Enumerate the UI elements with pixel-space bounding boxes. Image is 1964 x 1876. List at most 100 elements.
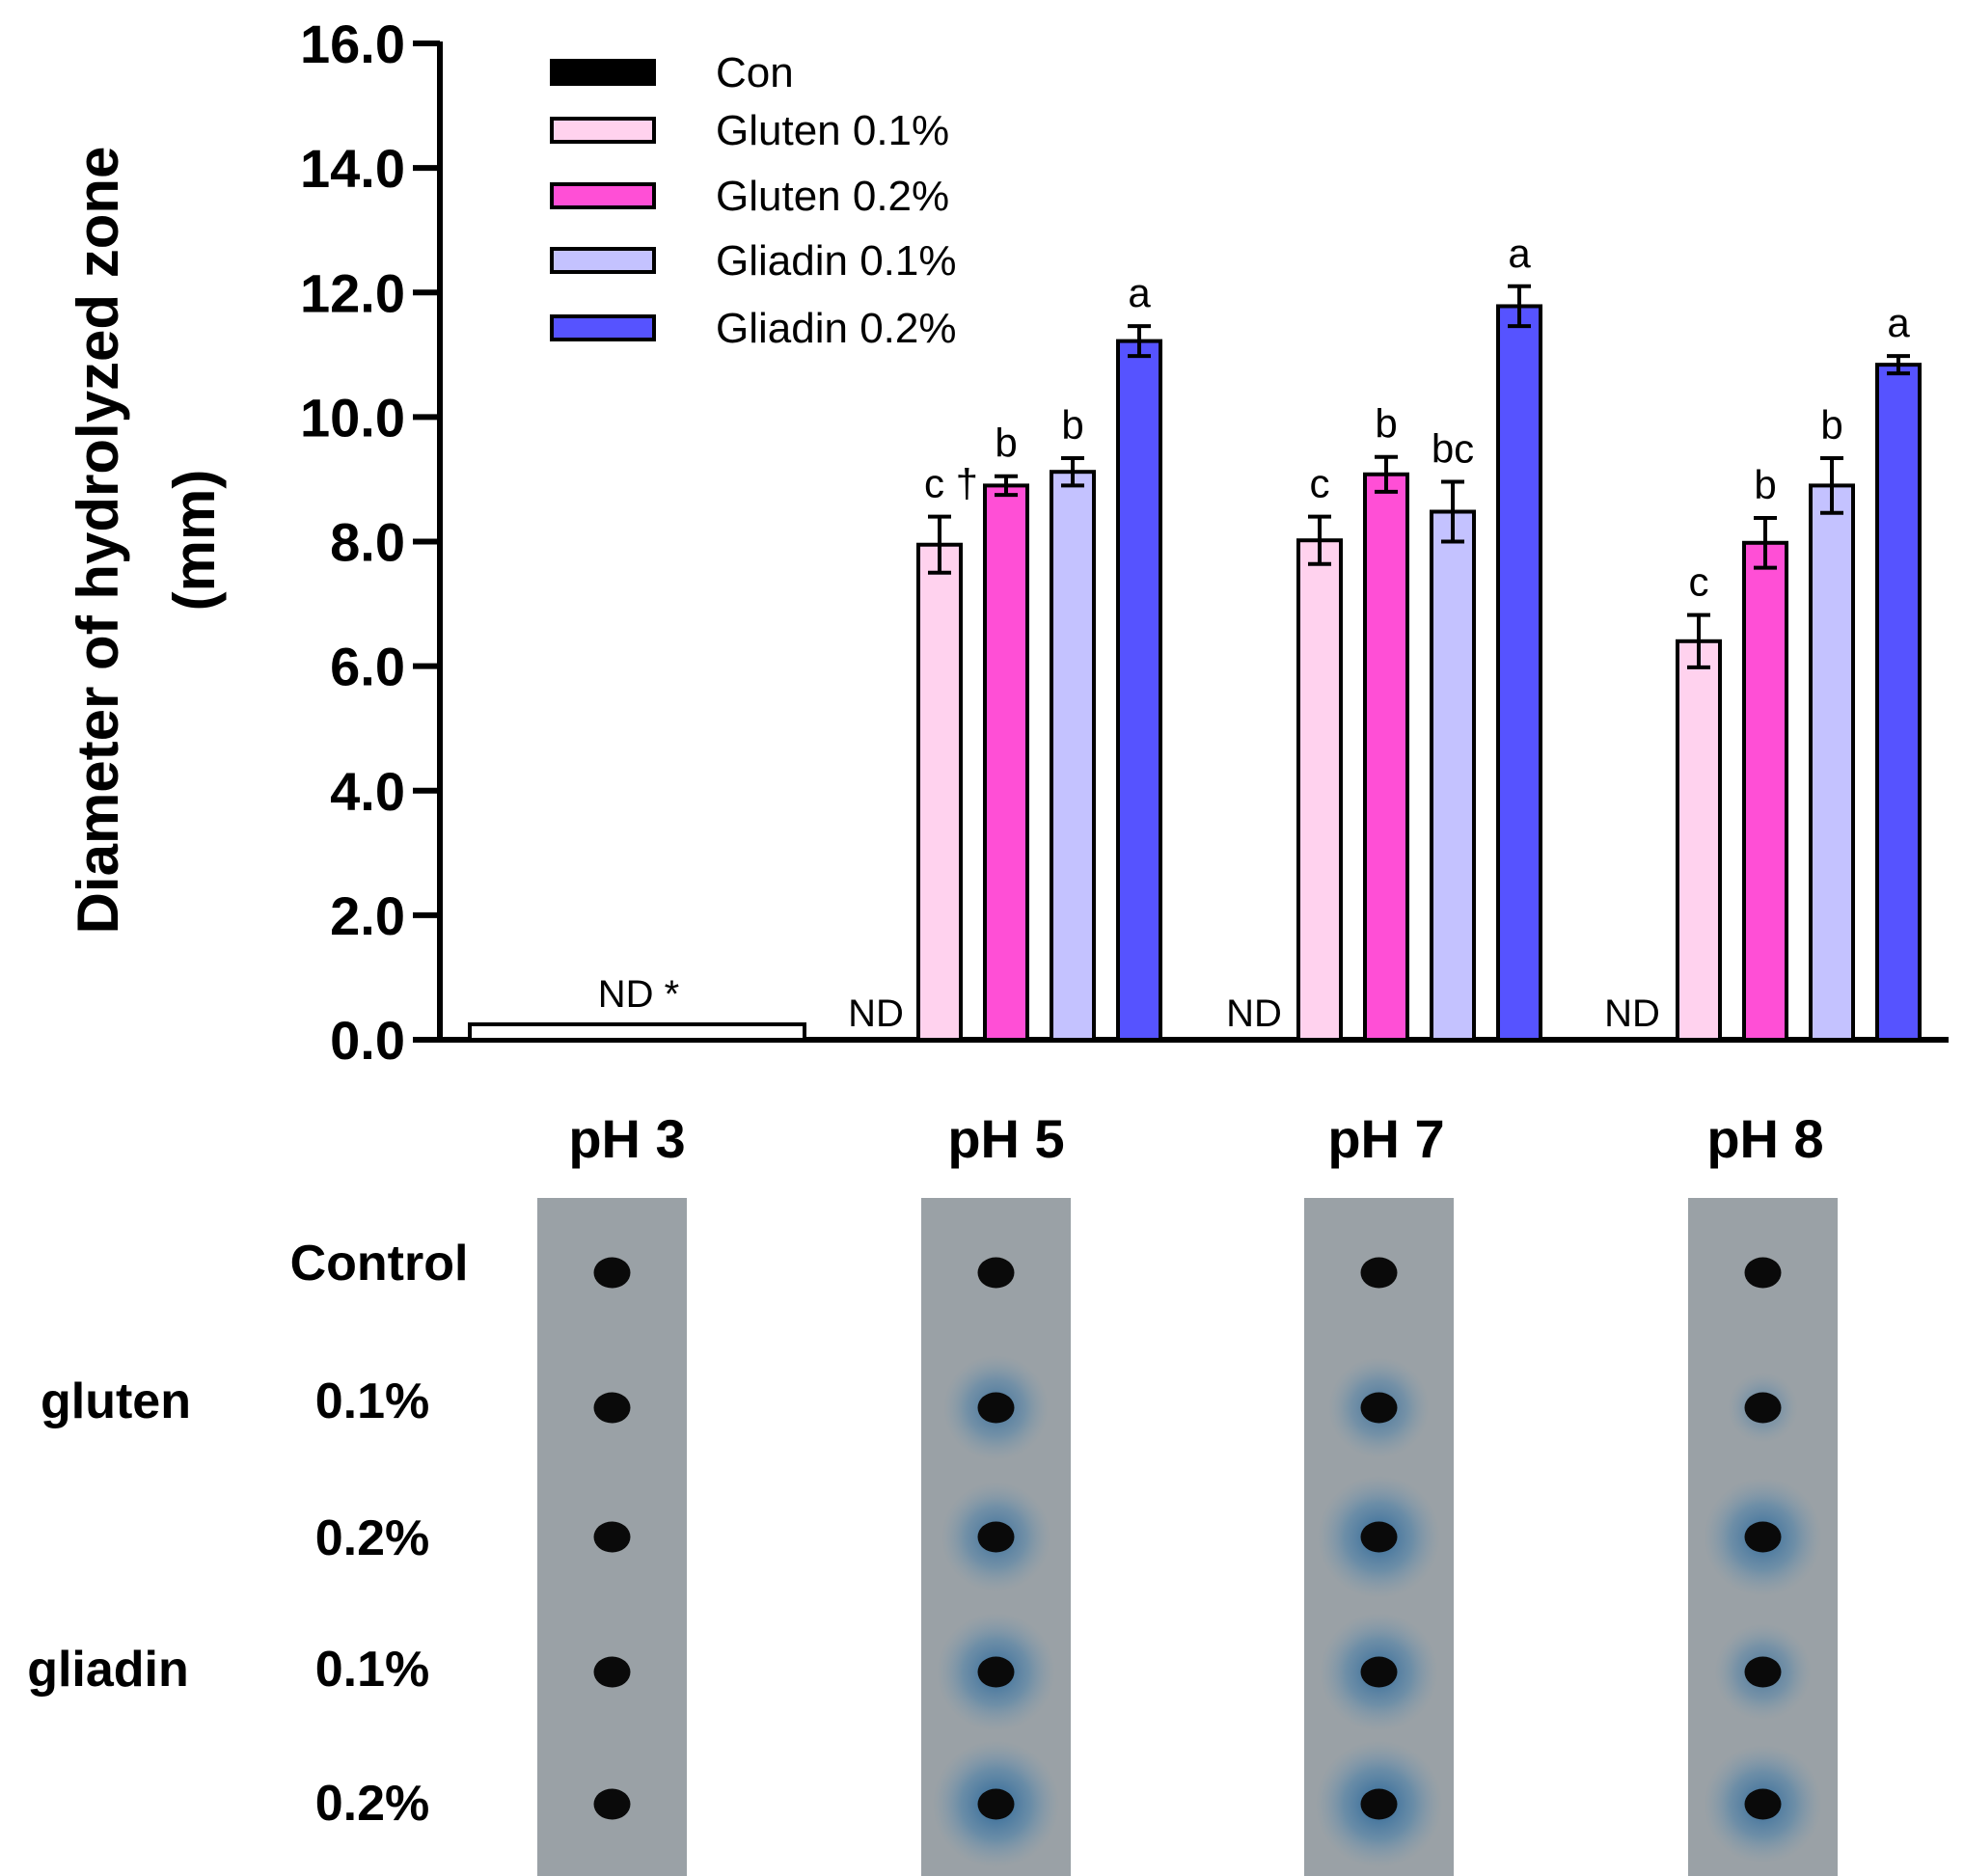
bar-gliadin-0-1--ph5 <box>1050 470 1096 1042</box>
bar-gluten-0-2--ph8 <box>1742 540 1788 1042</box>
y-tick-label: 8.0 <box>330 512 405 573</box>
row-label-gliadin-02: 0.2% <box>315 1776 430 1832</box>
x-tick-label: pH 7 <box>1327 1108 1444 1169</box>
bar-gluten-0-1--ph7 <box>1296 538 1343 1042</box>
plate-photo-gliadin-0-1--col2 <box>921 1597 1071 1747</box>
plate-photo-gliadin-0-2--col2 <box>921 1729 1071 1876</box>
legend-swatch <box>550 59 656 86</box>
y-tick-label: 2.0 <box>330 885 405 946</box>
y-tick-label: 16.0 <box>300 14 405 74</box>
legend-label: Gluten 0.2% <box>716 173 949 220</box>
nd-label-ph8: ND <box>1604 992 1660 1035</box>
significance-letter: b <box>1820 402 1842 448</box>
plate-photo-gluten-0-1--col4 <box>1688 1333 1838 1482</box>
x-category-labels: pH 3 pH 5 pH 7 pH 8 <box>568 1108 1823 1169</box>
plate-photo-control-col2 <box>921 1198 1071 1347</box>
group-label-gliadin: gliadin <box>27 1642 189 1698</box>
legend-label: Gliadin 0.2% <box>716 305 956 352</box>
x-tick-label: pH 5 <box>947 1108 1064 1169</box>
photo-row-labels: Control gluten 0.1% 0.2% gliadin 0.1% 0.… <box>27 1236 468 1832</box>
well-hole <box>1360 1257 1398 1289</box>
significance-letter: bc <box>1432 426 1474 472</box>
y-tick-label: 0.0 <box>330 1010 405 1071</box>
plate-photo-gluten-0-2--col3 <box>1304 1462 1454 1612</box>
well-hole <box>1744 1788 1782 1820</box>
bar-gluten-0-2--ph7 <box>1363 472 1409 1042</box>
significance-letter: a <box>1128 270 1151 315</box>
bar-gluten-0-1--ph5 <box>916 542 963 1042</box>
legend-swatch <box>550 247 656 274</box>
well-hole <box>1744 1521 1782 1553</box>
plate-photo-control-col3 <box>1304 1198 1454 1347</box>
nd-markers: ND * ND ND ND <box>468 973 1660 1042</box>
plate-photo-gliadin-0-2--col1 <box>537 1729 687 1876</box>
plate-photo-control-col1 <box>537 1198 687 1347</box>
plate-photo-gliadin-0-2--col3 <box>1304 1729 1454 1876</box>
y-tick-label: 14.0 <box>300 138 405 199</box>
nd-label-ph5: ND <box>848 992 904 1035</box>
significance-letter: c <box>1310 461 1330 506</box>
y-tick-label: 6.0 <box>330 637 405 697</box>
legend-label: Con <box>716 49 794 96</box>
legend-label: Gliadin 0.1% <box>716 237 956 285</box>
significance-letter: b <box>1375 401 1397 447</box>
well-hole <box>593 1257 631 1289</box>
axes: 0.0 2.0 4.0 6.0 8.0 10.0 12.0 14.0 16.0 <box>300 14 1949 1071</box>
y-tick-label: 10.0 <box>300 387 405 448</box>
pH3-placeholder-bar <box>468 1022 806 1042</box>
well-hole <box>1360 1788 1398 1820</box>
legend-swatch <box>550 182 656 209</box>
significance-letter: b <box>1754 462 1776 507</box>
bar-gliadin-0-1--ph8 <box>1809 483 1855 1042</box>
well-hole <box>593 1521 631 1553</box>
bar-gliadin-0-1--ph7 <box>1430 509 1476 1042</box>
plate-photo-grid <box>537 1198 1838 1876</box>
significance-letter: a <box>1887 300 1910 345</box>
y-tick-label: 4.0 <box>330 761 405 822</box>
plate-photo-gluten-0-1--col3 <box>1304 1333 1454 1482</box>
well-hole <box>1744 1656 1782 1688</box>
significance-letter: b <box>1061 402 1083 448</box>
significance-letter: c <box>1689 559 1709 605</box>
y-tick-label: 12.0 <box>300 262 405 323</box>
well-hole <box>977 1656 1015 1688</box>
bar-gliadin-0-2--ph5 <box>1116 339 1162 1042</box>
bar-gluten-0-1--ph8 <box>1676 639 1722 1042</box>
legend: Con Gluten 0.1% Gluten 0.2% Gliadin 0.1% Gli… <box>550 49 956 352</box>
row-label-gliadin-01: 0.1% <box>315 1642 430 1698</box>
group-label-gluten: gluten <box>41 1373 191 1429</box>
plate-photo-gliadin-0-2--col4 <box>1688 1729 1838 1876</box>
well-hole <box>1360 1656 1398 1688</box>
well-hole <box>1360 1521 1398 1553</box>
plate-photo-gliadin-0-1--col3 <box>1304 1597 1454 1747</box>
plate-photo-gluten-0-1--col1 <box>537 1333 687 1482</box>
significance-letter: c † <box>924 461 978 506</box>
legend-swatch <box>550 117 656 144</box>
well-hole <box>593 1392 631 1424</box>
well-hole <box>593 1656 631 1688</box>
bar-gluten-0-2--ph5 <box>983 483 1029 1042</box>
bar-gliadin-0-2--ph7 <box>1496 304 1542 1042</box>
y-axis-title: Diameter of hydrolyzed zone (mm) <box>66 147 227 935</box>
plate-photo-gliadin-0-1--col1 <box>537 1597 687 1747</box>
well-hole <box>1744 1392 1782 1424</box>
plate-photo-gluten-0-2--col2 <box>921 1462 1071 1612</box>
significance-letter: b <box>995 421 1017 466</box>
well-hole <box>1744 1257 1782 1289</box>
well-hole <box>977 1521 1015 1553</box>
well-hole <box>977 1392 1015 1424</box>
plate-photo-control-col4 <box>1688 1198 1838 1347</box>
x-tick-label: pH 8 <box>1706 1108 1823 1169</box>
plate-photo-gluten-0-1--col2 <box>921 1333 1071 1482</box>
y-axis-unit: (mm) <box>162 470 227 612</box>
plate-photo-gluten-0-2--col4 <box>1688 1462 1838 1612</box>
row-label-gluten-01: 0.1% <box>315 1373 430 1429</box>
well-hole <box>977 1257 1015 1289</box>
nd-label-ph3: ND * <box>598 973 679 1016</box>
x-tick-label: pH 3 <box>568 1108 685 1169</box>
row-label-gluten-02: 0.2% <box>315 1510 430 1566</box>
bar-gliadin-0-2--ph8 <box>1875 363 1922 1042</box>
well-hole <box>593 1788 631 1820</box>
